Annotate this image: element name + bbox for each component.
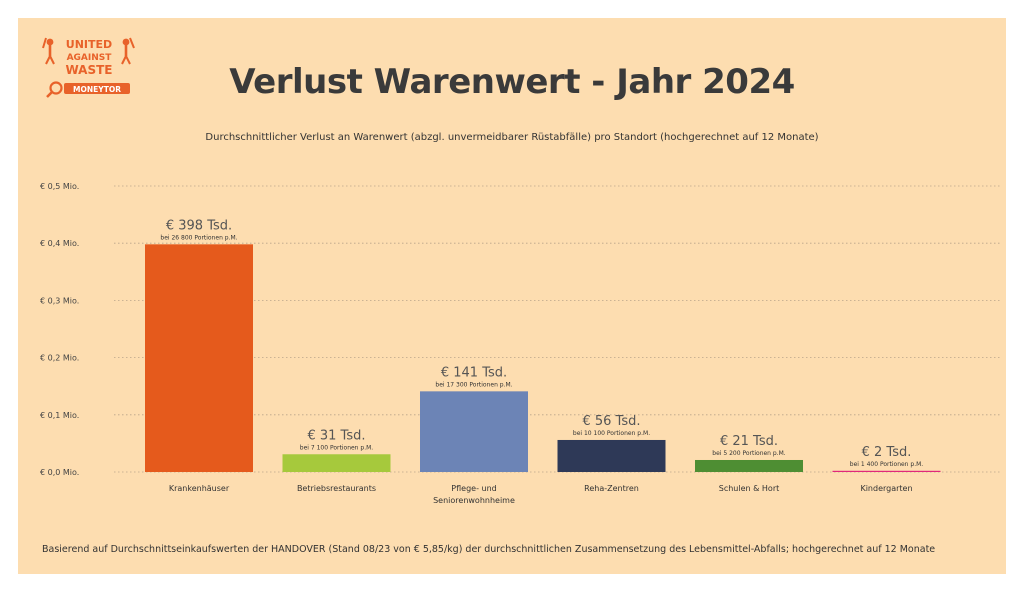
x-category-label: Kindergarten [860, 484, 912, 493]
y-tick-label: € 0,5 Mio. [40, 182, 79, 191]
logo-text-united: UNITED [66, 38, 112, 51]
y-tick-label: € 0,0 Mio. [40, 468, 79, 477]
bar-note-label: bei 1 400 Portionen p.M. [850, 461, 923, 468]
bar [557, 439, 666, 472]
footnote: Basierend auf Durchschnittseinkaufswerte… [42, 544, 936, 555]
logo-text-moneytor: MONEYTOR [73, 85, 121, 94]
bar-value-label: € 56 Tsd. [582, 414, 640, 429]
y-tick-label: € 0,4 Mio. [40, 239, 79, 248]
x-category-label: Seniorenwohnheime [433, 496, 515, 505]
x-category-label: Reha-Zentren [584, 484, 639, 493]
bar [145, 244, 253, 472]
bar-note-label: bei 26 800 Portionen p.M. [160, 234, 237, 241]
y-tick-label: € 0,1 Mio. [40, 411, 79, 420]
bar-chart: € 0,0 Mio. € 0,1 Mio. € 0,2 Mio. € 0,3 Mio.… [40, 182, 1000, 505]
logo-text-against: AGAINST [67, 53, 113, 63]
x-category-label: Pflege- und [451, 484, 496, 493]
x-category-label: Krankenhäuser [169, 484, 230, 493]
y-tick-label: € 0,3 Mio. [40, 296, 79, 305]
bar [832, 470, 941, 472]
bar-note-label: bei 17 300 Portionen p.M. [435, 381, 512, 388]
x-category-label: Schulen & Hort [719, 484, 780, 493]
bar [695, 459, 803, 472]
bar-value-label: € 2 Tsd. [862, 445, 912, 460]
united-against-waste-logo: UNITED AGAINST WASTE MONEYTOR [42, 37, 135, 98]
bar-value-label: € 141 Tsd. [441, 365, 507, 380]
page-title: Verlust Warenwert - Jahr 2024 [229, 62, 795, 102]
logo-text-waste: WASTE [65, 63, 112, 77]
bar-note-label: bei 10 100 Portionen p.M. [573, 430, 650, 437]
bar-value-label: € 31 Tsd. [307, 428, 365, 443]
slide: UNITED AGAINST WASTE MONEYTOR Verlust Wa… [18, 18, 1006, 574]
bar-note-label: bei 5 200 Portionen p.M. [712, 450, 785, 457]
bar-note-label: bei 7 100 Portionen p.M. [300, 444, 373, 451]
chart-subtitle: Durchschnittlicher Verlust an Warenwert … [205, 132, 819, 143]
x-category-label: Betriebsrestaurants [297, 484, 376, 493]
bar [282, 454, 391, 472]
y-tick-label: € 0,2 Mio. [40, 354, 79, 363]
bar-value-label: € 398 Tsd. [166, 218, 232, 233]
bar [420, 391, 528, 472]
bar-value-label: € 21 Tsd. [720, 434, 778, 449]
